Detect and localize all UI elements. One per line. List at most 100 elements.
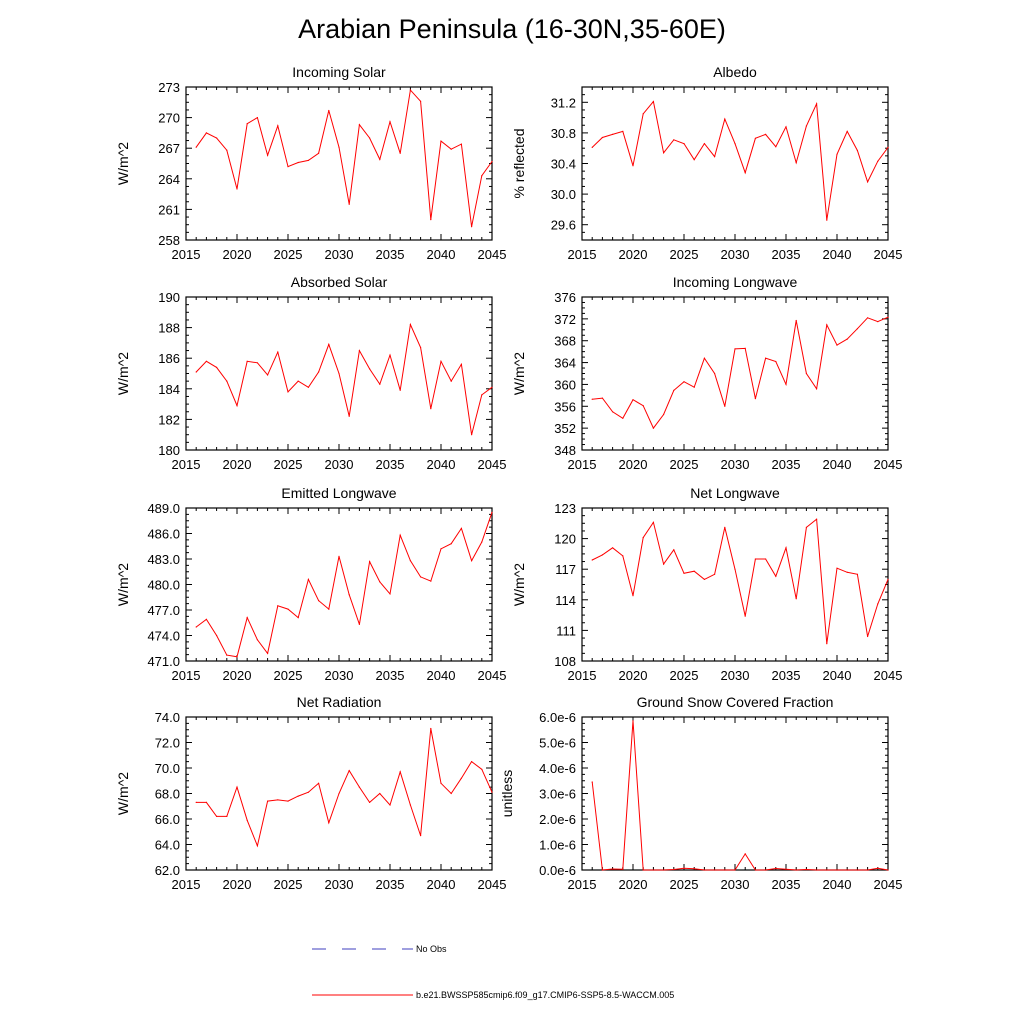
y-tick-label: 477.0: [147, 603, 180, 618]
legend-model-label: b.e21.BWSSP585cmip6.f09_g17.CMIP6-SSP5-8…: [416, 990, 675, 1000]
data-point: [846, 338, 848, 340]
data-point: [369, 137, 371, 139]
data-point: [877, 160, 879, 162]
y-tick-label: 62.0: [155, 863, 180, 878]
data-point: [287, 800, 289, 802]
data-point: [642, 405, 644, 407]
x-tick-label: 2030: [721, 247, 750, 262]
data-point: [460, 777, 462, 779]
x-tick-label: 2025: [670, 457, 699, 472]
data-point: [318, 152, 320, 154]
data-point: [246, 123, 248, 125]
x-tick-label: 2040: [427, 877, 456, 892]
series-line: [591, 518, 889, 644]
series-line: [196, 728, 493, 848]
plot-frame: [581, 507, 889, 662]
data-point: [226, 149, 228, 151]
data-point: [591, 146, 593, 148]
data-point: [795, 598, 797, 600]
data-point: [256, 362, 258, 364]
data-point: [693, 570, 695, 572]
data-point: [867, 635, 869, 638]
x-tick-label: 2040: [823, 668, 852, 683]
data-point: [816, 869, 818, 871]
panel-7: 2015 2020 2025 2030 2035 2040 2045 62.0 64.0 66.0…: [115, 694, 506, 892]
series-line: [591, 100, 889, 221]
data-point: [887, 869, 889, 871]
y-tick-label: 188: [158, 321, 180, 336]
series-line: [591, 720, 889, 871]
data-point: [481, 175, 483, 177]
data-point: [409, 323, 411, 326]
y-tick-label: 474.0: [147, 629, 180, 644]
data-point: [450, 380, 452, 382]
data-point: [632, 165, 634, 167]
data-point: [328, 109, 330, 112]
data-point: [369, 368, 371, 370]
data-point: [612, 411, 614, 413]
data-point: [328, 608, 330, 610]
data-point: [450, 543, 452, 545]
data-point: [471, 434, 473, 436]
data-point: [652, 869, 655, 871]
data-point: [744, 347, 746, 349]
x-tick-label: 2020: [223, 247, 252, 262]
series-line: [195, 512, 493, 658]
data-point: [663, 563, 665, 565]
panel-2: 2015 2020 2025 2030 2035 2040 2045 29.6 30.0 30.4…: [511, 64, 902, 262]
data-point: [369, 801, 371, 804]
data-point: [663, 152, 665, 154]
data-point: [307, 159, 309, 161]
data-point: [338, 792, 340, 795]
data-point: [267, 652, 269, 655]
data-point: [205, 618, 207, 621]
data-point: [318, 782, 320, 784]
data-point: [765, 357, 767, 359]
plot-frame: [581, 296, 889, 451]
data-point: [226, 380, 228, 382]
data-point: [622, 130, 624, 132]
data-point: [622, 555, 624, 557]
data-point: [338, 372, 340, 375]
panel-title: Incoming Solar: [292, 64, 386, 80]
data-point: [795, 162, 797, 164]
data-point: [846, 130, 848, 132]
x-tick-label: 2020: [223, 457, 252, 472]
x-tick-label: 2020: [619, 247, 648, 262]
y-axis-label: W/m^2: [511, 563, 527, 606]
data-point: [491, 511, 493, 513]
data-point: [246, 819, 248, 821]
data-point: [703, 357, 706, 359]
y-tick-label: 72.0: [155, 736, 180, 751]
x-tick-label: 2015: [568, 668, 597, 683]
data-point: [622, 417, 624, 419]
y-tick-label: 114: [555, 593, 576, 608]
data-point: [693, 159, 695, 161]
data-point: [379, 581, 381, 583]
data-point: [318, 600, 320, 602]
data-point: [216, 634, 218, 637]
data-point: [389, 121, 391, 123]
y-tick-label: 364: [554, 356, 576, 371]
x-tick-label: 2040: [823, 457, 852, 472]
data-point: [420, 576, 422, 578]
data-point: [856, 869, 859, 871]
x-tick-label: 2025: [274, 668, 303, 683]
y-tick-label: 182: [158, 412, 180, 427]
data-point: [601, 136, 604, 139]
data-point: [277, 605, 279, 607]
y-tick-label: 471.0: [147, 654, 180, 669]
panel-6: 2015 2020 2025 2030 2035 2040 2045 108 111 114 117…: [511, 485, 902, 683]
data-point: [775, 575, 777, 577]
x-tick-label: 2035: [376, 457, 405, 472]
data-point: [287, 391, 289, 393]
data-point: [450, 148, 452, 150]
data-point: [348, 203, 350, 205]
data-point: [673, 549, 675, 551]
data-point: [460, 363, 462, 365]
y-axis-label: unitless: [499, 770, 515, 817]
data-point: [826, 869, 828, 871]
x-tick-label: 2040: [823, 877, 852, 892]
data-point: [450, 792, 452, 795]
data-point: [409, 560, 411, 562]
